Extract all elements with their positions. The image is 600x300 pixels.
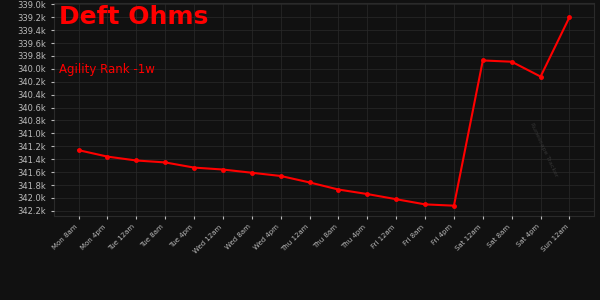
Text: Agility Rank -1w: Agility Rank -1w (59, 63, 155, 76)
Text: Deft Ohms: Deft Ohms (59, 5, 209, 29)
Text: Runescape Tracker: Runescape Tracker (529, 122, 559, 178)
